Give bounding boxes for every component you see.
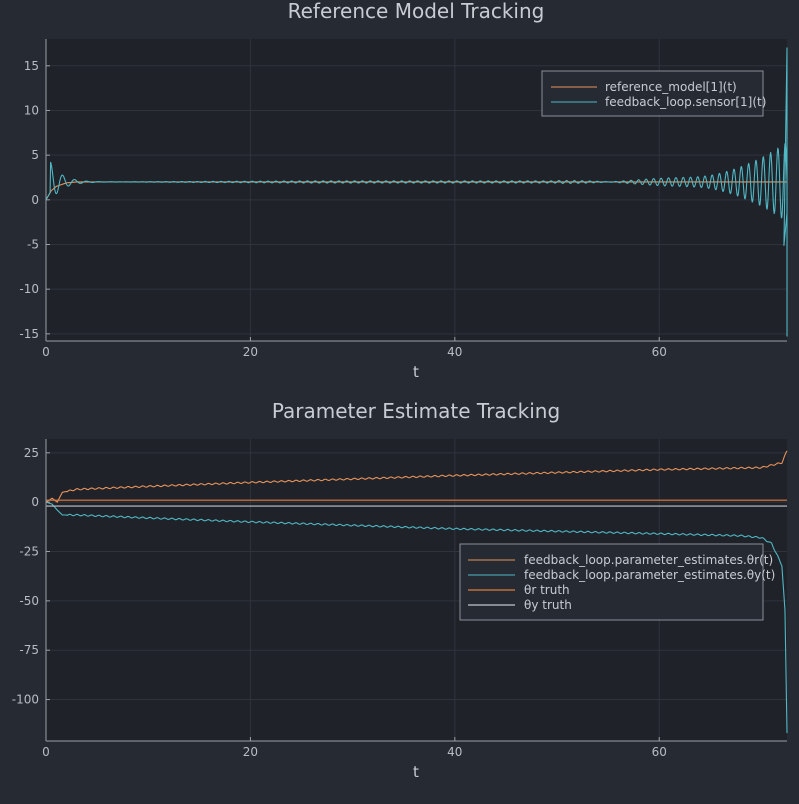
y-tick-label: -100 — [12, 693, 39, 707]
series-line-feedback-loop-parameter-estimates-y-t — [45, 501, 788, 734]
series-line-feedback-loop-parameter-estimates-r-t — [45, 450, 788, 503]
x-tick-label: 20 — [243, 745, 258, 759]
chart-parameter-estimate: 0 20 40 60 -100 -75 -50 -25 0 25 Parameter Estima… — [12, 399, 788, 781]
gridlines — [45, 39, 787, 341]
legend-box — [541, 70, 764, 117]
y-tick-label: 0 — [31, 495, 39, 509]
x-axis-label: t — [413, 363, 419, 381]
x-tick-label: 0 — [42, 345, 50, 359]
x-tick-label: 20 — [243, 345, 258, 359]
tick-labels: 0 20 40 60 -15 -10 -5 0 5 10 15 — [19, 59, 666, 359]
legend-box — [459, 543, 764, 621]
x-tick-label: 40 — [447, 745, 462, 759]
y-tick-label: -50 — [19, 594, 39, 608]
x-axis-label: t — [413, 763, 419, 781]
x-tick-label: 0 — [42, 745, 50, 759]
chart-title: Parameter Estimate Tracking — [272, 399, 560, 423]
y-tick-label: -15 — [19, 327, 39, 341]
chart-title: Reference Model Tracking — [288, 0, 545, 23]
y-tick-label: 25 — [24, 446, 39, 460]
y-tick-label: 15 — [24, 59, 39, 73]
legend-label-theta-y-truth: θy truth — [524, 598, 572, 612]
tick-labels: 0 20 40 60 -100 -75 -50 -25 0 25 — [12, 446, 667, 759]
legend-label-theta-y-estimate: feedback_loop.parameter_estimates.θy(t) — [524, 568, 775, 582]
y-tick-label: -10 — [19, 282, 39, 296]
legend: feedback_loop.parameter_estimates.θr(t) … — [459, 543, 775, 621]
series-layer — [45, 450, 788, 734]
x-tick-label: 60 — [652, 745, 667, 759]
legend-label-sensor: feedback_loop.sensor[1](t) — [605, 95, 766, 109]
x-tick-label: 60 — [652, 345, 667, 359]
y-tick-label: 5 — [31, 148, 39, 162]
legend-label-reference-model: reference_model[1](t) — [605, 80, 737, 94]
series-layer — [45, 47, 788, 337]
x-tick-label: 40 — [447, 345, 462, 359]
y-tick-label: -25 — [19, 545, 39, 559]
y-tick-label: 0 — [31, 193, 39, 207]
y-tick-label: 10 — [24, 103, 39, 117]
legend: reference_model[1](t) feedback_loop.sens… — [541, 70, 766, 117]
legend-label-theta-r-estimate: feedback_loop.parameter_estimates.θr(t) — [524, 553, 773, 567]
legend-label-theta-r-truth: θr truth — [524, 583, 570, 597]
series-line-feedback-loop-sensor-1-t — [45, 47, 788, 337]
y-tick-label: -75 — [19, 643, 39, 657]
y-tick-label: -5 — [27, 238, 39, 252]
chart-reference-model: 0 20 40 60 -15 -10 -5 0 5 10 15 Reference Model Tr… — [19, 0, 788, 381]
